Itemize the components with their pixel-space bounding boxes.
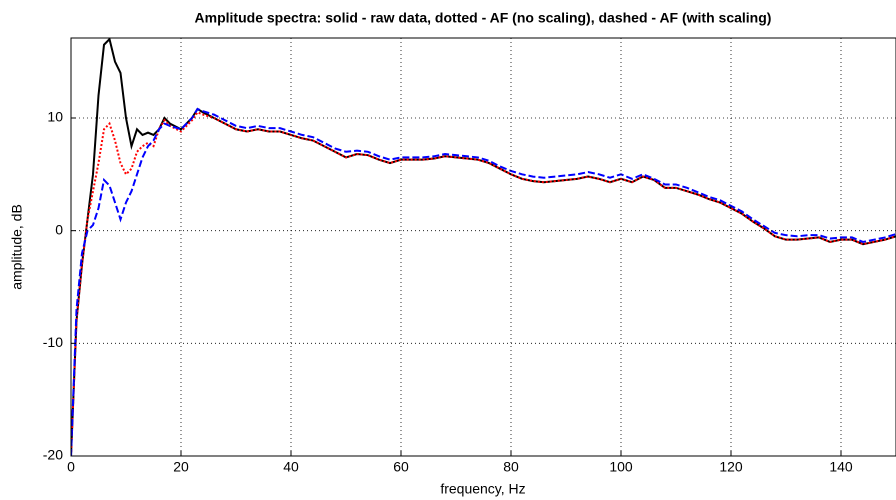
series-line [71, 38, 896, 456]
y-tick-label: -20 [43, 447, 63, 463]
series-line [71, 107, 896, 456]
y-tick-label: 10 [47, 109, 63, 125]
y-tick-label: 0 [55, 221, 63, 237]
x-axis-label: frequency, Hz [440, 481, 525, 497]
x-tick-label: 120 [719, 459, 743, 475]
x-tick-label: 80 [503, 459, 519, 475]
plot-frame [70, 37, 896, 457]
x-tick-label: 100 [609, 459, 633, 475]
x-tick-label: 20 [173, 459, 189, 475]
x-tick-label: 0 [67, 459, 75, 475]
y-axis-label: amplitude, dB [9, 204, 25, 290]
series-line [71, 111, 896, 456]
chart-title: Amplitude spectra: solid - raw data, dot… [195, 10, 772, 26]
plot-lines [71, 38, 896, 456]
y-tick-label: -10 [43, 334, 63, 350]
x-tick-label: 140 [829, 459, 853, 475]
x-tick-label: 40 [283, 459, 299, 475]
x-tick-label: 60 [393, 459, 409, 475]
